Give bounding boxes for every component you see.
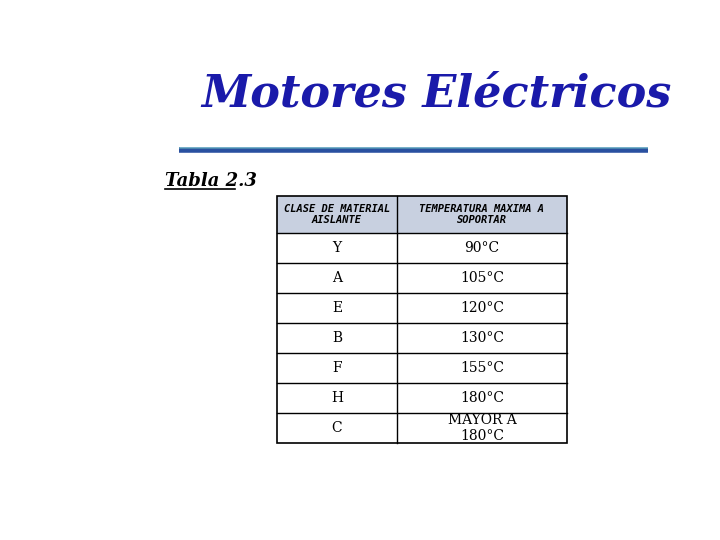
Text: 120°C: 120°C [460, 301, 504, 315]
Text: 180°C: 180°C [460, 391, 504, 405]
Text: 130°C: 130°C [460, 331, 504, 345]
Bar [277, 196, 567, 233]
Bar [277, 196, 567, 443]
Text: Motores Eléctricos: Motores Eléctricos [201, 72, 671, 116]
Text: H: H [331, 391, 343, 405]
Text: TEMPERATURA MAXIMA A
SOPORTAR: TEMPERATURA MAXIMA A SOPORTAR [420, 204, 544, 225]
Text: 90°C: 90°C [464, 241, 500, 255]
Text: F: F [332, 361, 342, 375]
Text: CLASE DE MATERIAL
AISLANTE: CLASE DE MATERIAL AISLANTE [284, 204, 390, 225]
Text: C: C [332, 421, 342, 435]
Text: 155°C: 155°C [460, 361, 504, 375]
Text: A: A [332, 271, 342, 285]
Text: Tabla 2.3: Tabla 2.3 [166, 172, 257, 190]
Text: B: B [332, 331, 342, 345]
Text: MAYOR A
180°C: MAYOR A 180°C [448, 413, 516, 443]
Text: 105°C: 105°C [460, 271, 504, 285]
Text: E: E [332, 301, 342, 315]
Text: Y: Y [333, 241, 341, 255]
